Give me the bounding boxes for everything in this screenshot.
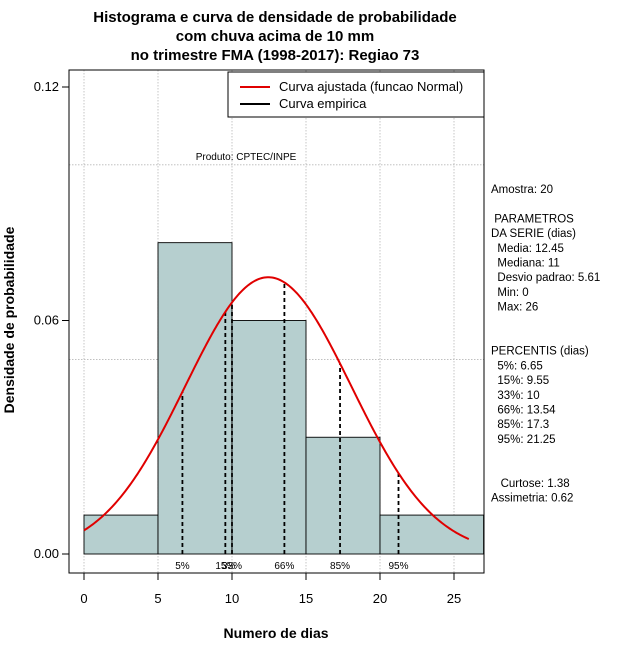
x-tick-label-5: 25 bbox=[447, 591, 461, 606]
stats-line-11: PERCENTIS (dias) bbox=[491, 346, 589, 358]
stats-line-17: 95%: 21.25 bbox=[491, 434, 556, 446]
stats-line-2: PARAMETROS bbox=[491, 213, 574, 225]
percentile-lines bbox=[181, 282, 400, 554]
histogram-bar-4 bbox=[379, 514, 485, 555]
legend-label-empirical: Curva empirica bbox=[279, 96, 367, 111]
y-tick-label-1: 0.06 bbox=[34, 313, 59, 328]
chart-title-line-2: com chuva acima de 10 mm bbox=[176, 28, 374, 45]
product-annotation: Produto: CPTEC/INPE bbox=[196, 152, 297, 163]
x-tick-label-0: 0 bbox=[80, 591, 87, 606]
stats-line-15: 66%: 13.54 bbox=[491, 405, 556, 417]
percentile-label-5: 95% bbox=[388, 561, 408, 572]
histogram-bar-2 bbox=[231, 320, 307, 555]
legend-box bbox=[227, 71, 485, 118]
stats-line-5: Mediana: 11 bbox=[491, 258, 560, 270]
stats-line-4: Media: 12.45 bbox=[491, 243, 564, 255]
x-tick-label-3: 15 bbox=[299, 591, 313, 606]
x-axis-label: Numero de dias bbox=[223, 625, 328, 641]
histogram-bar-3 bbox=[305, 436, 381, 555]
stats-line-13: 15%: 9.55 bbox=[491, 375, 549, 387]
percentile-label-2: 33% bbox=[222, 561, 242, 572]
chart-title-line-1: Histograma e curva de densidade de proba… bbox=[93, 9, 456, 26]
stats-line-21: Assimetria: 0.62 bbox=[491, 493, 573, 505]
legend-label-normal: Curva ajustada (funcao Normal) bbox=[279, 79, 463, 94]
x-axis: 0 5 10 15 20 25 bbox=[80, 572, 461, 606]
y-tick-label-2: 0.12 bbox=[34, 79, 59, 94]
stats-line-16: 85%: 17.3 bbox=[491, 419, 549, 431]
histogram-bar-0 bbox=[83, 514, 159, 555]
stats-line-12: 5%: 6.65 bbox=[491, 360, 543, 372]
percentile-label-3: 66% bbox=[274, 561, 294, 572]
y-axis-label: Densidade de probabilidade bbox=[1, 226, 17, 413]
percentile-labels: 5% 15%33% 66% 85% 95% bbox=[175, 561, 408, 572]
stats-line-14: 33%: 10 bbox=[491, 390, 540, 402]
chart-title-line-3: no trimestre FMA (1998-2017): Regiao 73 bbox=[131, 47, 420, 64]
stats-line-0: Amostra: 20 bbox=[491, 184, 553, 196]
histogram-bar-1 bbox=[157, 242, 233, 555]
legend: Curva ajustada (funcao Normal) Curva emp… bbox=[227, 71, 485, 118]
normal-curve bbox=[83, 276, 470, 540]
statistics-panel: Amostra: 20 PARAMETROS DA SERIE (dias) Me… bbox=[491, 184, 600, 505]
x-tick-label-1: 5 bbox=[154, 591, 161, 606]
stats-line-7: Min: 0 bbox=[491, 287, 529, 299]
stats-line-6: Desvio padrao: 5.61 bbox=[491, 272, 600, 284]
stats-line-8: Max: 26 bbox=[491, 302, 538, 314]
y-axis: 0.00 0.06 0.12 bbox=[34, 79, 70, 561]
percentile-label-4: 85% bbox=[330, 561, 350, 572]
percentile-label-1: 15% bbox=[215, 561, 235, 572]
x-tick-label-2: 10 bbox=[225, 591, 239, 606]
stats-line-20: Curtose: 1.38 bbox=[491, 478, 570, 490]
y-tick-label-0: 0.00 bbox=[34, 546, 59, 561]
stats-line-3: DA SERIE (dias) bbox=[491, 228, 576, 240]
percentile-label-0: 5% bbox=[175, 561, 190, 572]
x-tick-label-4: 20 bbox=[373, 591, 387, 606]
